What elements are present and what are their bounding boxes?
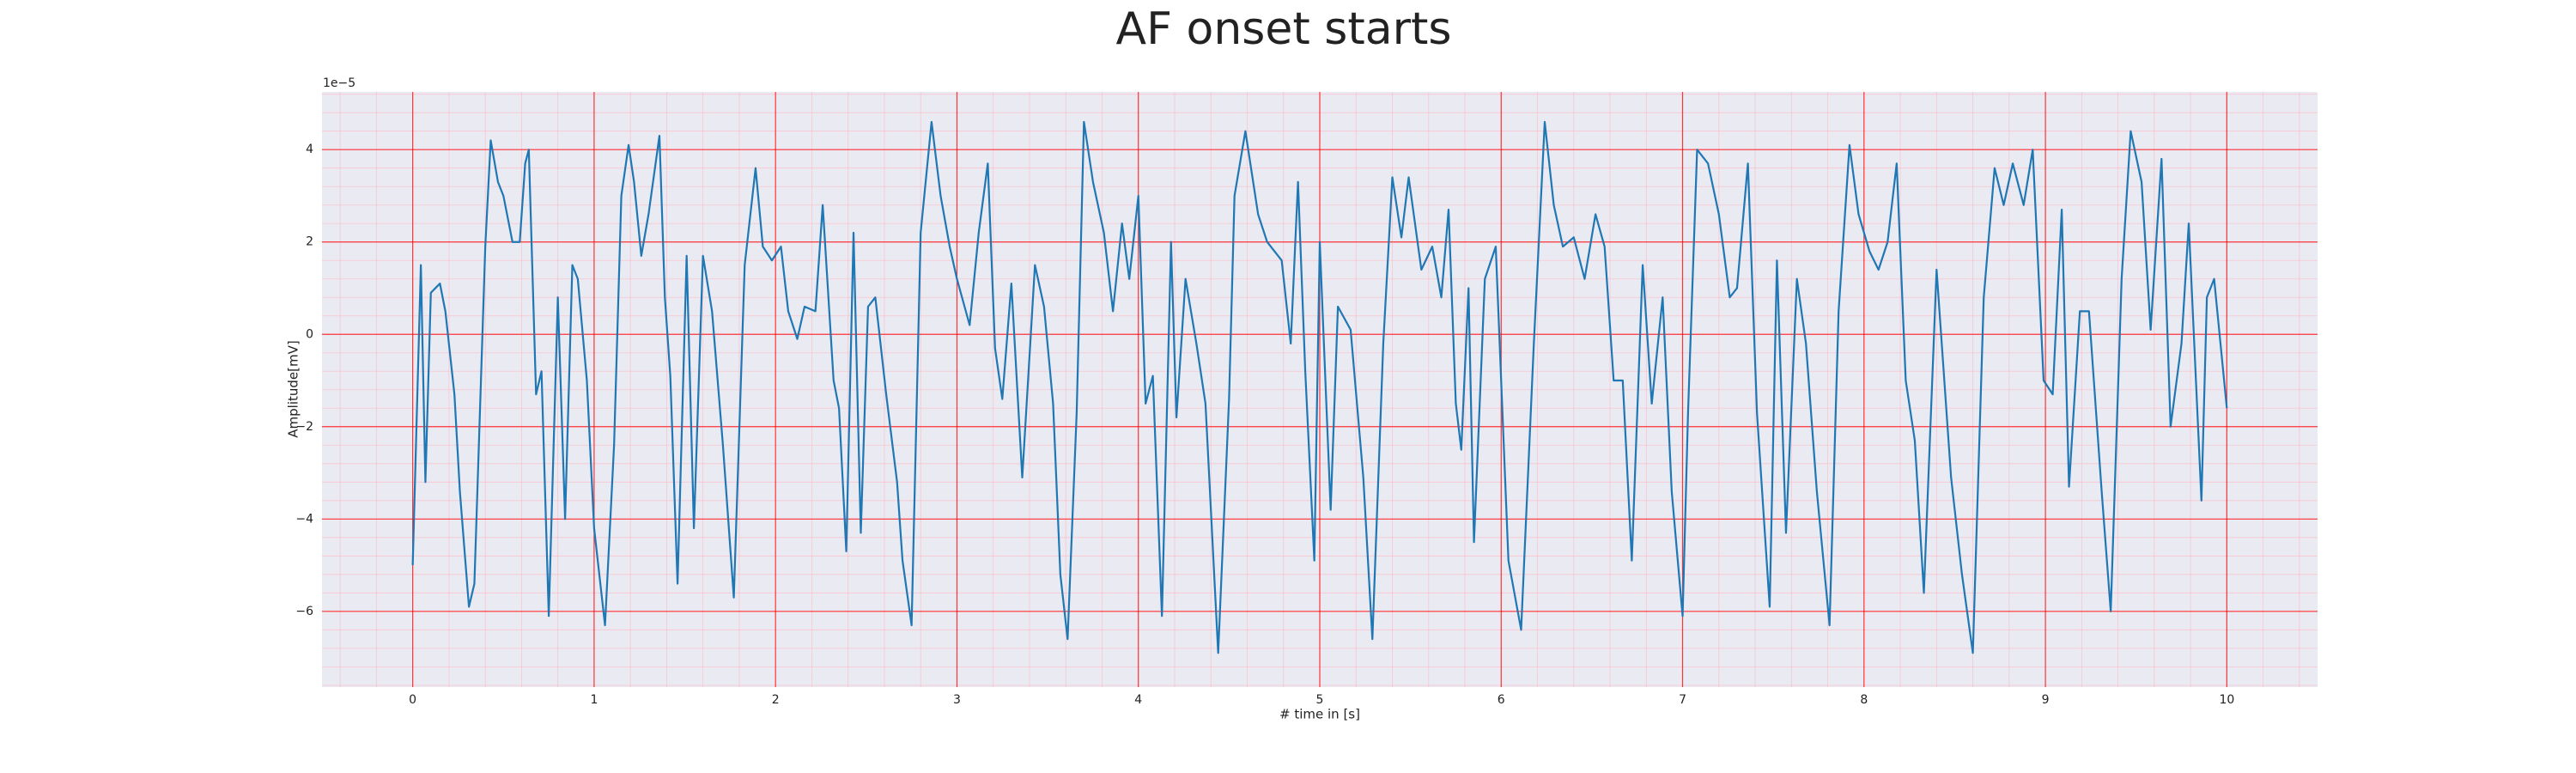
x-tick-label: 4 [1134, 693, 1142, 707]
x-tick-label: 10 [2219, 693, 2234, 707]
y-tick-label: 2 [306, 235, 313, 249]
y-tick-label: −4 [295, 512, 313, 526]
x-tick-label: 1 [590, 693, 598, 707]
x-tick-label: 3 [953, 693, 961, 707]
x-tick-label: 7 [1679, 693, 1686, 707]
x-tick-label: 8 [1860, 693, 1868, 707]
x-tick-label: 2 [772, 693, 780, 707]
chart-title: AF onset starts [1116, 3, 1452, 55]
y-tick-label: −6 [295, 605, 313, 618]
y-axis-label: Amplitude[mV] [286, 340, 301, 437]
data-line [411, 120, 2228, 654]
x-axis-label: # time in [s] [1279, 707, 1360, 722]
y-tick-label: 4 [306, 143, 313, 156]
y-tick-label: 0 [306, 327, 313, 341]
y-offset-label: 1e−5 [323, 76, 355, 90]
x-tick-label: 6 [1498, 693, 1505, 707]
y-tick-label: −2 [295, 420, 313, 434]
x-tick-label: 0 [409, 693, 416, 707]
x-tick-label: 5 [1316, 693, 1324, 707]
x-tick-label: 9 [2042, 693, 2050, 707]
